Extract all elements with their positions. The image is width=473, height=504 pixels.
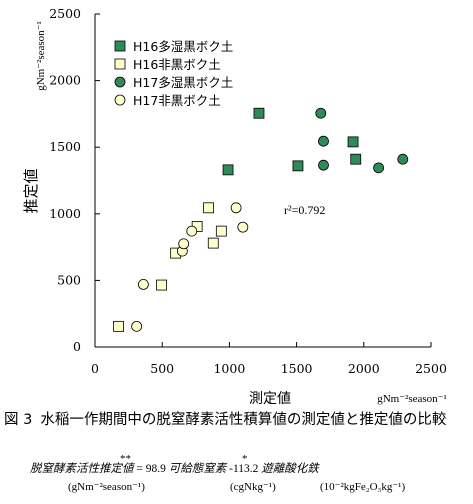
data-point-series-3: [397, 153, 409, 165]
formula-coef-2: -113.2: [226, 463, 262, 475]
y-tick-label: 0: [73, 339, 81, 354]
x-tick-label: 1500: [281, 361, 313, 376]
legend-label-4: H17非黒ボク土: [133, 93, 221, 108]
data-point-series-1: [347, 136, 359, 148]
y-tick-label: 1500: [49, 139, 81, 154]
x-axis-unit: gNm⁻²season⁻¹: [377, 393, 447, 405]
significance-stars-2: *: [242, 453, 248, 465]
formula-coef-1: = 98.9: [133, 463, 169, 475]
data-point-series-3: [318, 159, 329, 171]
y-tick-label: 2500: [49, 6, 81, 21]
r-squared-annotation: r²=0.792: [284, 203, 325, 217]
data-point-series-4: [230, 202, 242, 214]
legend-marker-1: [114, 40, 126, 52]
formula-term-2: 遊離酸化鉄: [261, 463, 319, 475]
legend-label-1: H16多湿黒ボク土: [133, 39, 233, 54]
y-tick-label: 500: [57, 272, 81, 287]
data-point-series-1: [350, 153, 362, 165]
data-point-series-2: [207, 237, 219, 249]
y-axis-label: 推定値: [22, 168, 40, 213]
x-tick-label: 500: [150, 361, 174, 376]
data-point-series-4: [237, 221, 249, 233]
y-tick-label: 2000: [49, 73, 81, 88]
caption-text: 水稲一作期間中の脱窒酵素活性積算値の測定値と推定値の比較: [40, 412, 447, 428]
x-tick-label: 2500: [415, 361, 447, 376]
unit-lhs: (gNm⁻²season⁻¹): [68, 481, 145, 493]
x-tick-label: 0: [91, 361, 99, 376]
regression-formula: ** * 脱窒酵素活性推定値 = 98.9 可給態窒素 -113.2 遊離酸化鉄: [30, 453, 470, 477]
figure-caption: 図 3 水稲一作期間中の脱窒酵素活性積算値の測定値と推定値の比較: [4, 410, 470, 430]
data-point-series-4: [178, 238, 190, 250]
chart-axes: 0 500 1000 1500 2000 2500 0 500 1000 1500 2000 2500: [49, 6, 447, 376]
figure-number: 図 3: [4, 412, 33, 428]
legend-label-2: H16非黒ボク土: [133, 57, 221, 72]
legend-label-3: H17多湿黒ボク土: [133, 75, 233, 90]
unit-term-1: (cgNkg⁻¹): [230, 481, 276, 493]
legend: H16多湿黒ボク土 H16非黒ボク土 H17多湿黒ボク土 H17非黒ボク土: [114, 39, 233, 108]
data-point-series-2: [203, 202, 214, 214]
legend-marker-3: [114, 76, 126, 88]
formula-lhs: 脱窒酵素活性推定値: [30, 463, 134, 475]
y-tick-label: 1000: [49, 206, 81, 221]
significance-stars-1: **: [120, 453, 131, 465]
data-point-series-1: [292, 160, 304, 172]
x-tick-label: 2000: [348, 361, 380, 376]
unit-term-2: (10⁻²kgFe₂O₃kg⁻¹): [320, 481, 406, 493]
data-point-series-4: [131, 320, 143, 332]
data-point-series-3: [318, 135, 329, 147]
x-tick-label: 1000: [213, 361, 245, 376]
data-point-series-4: [186, 225, 198, 237]
x-axis-label: 測定値: [249, 391, 291, 407]
data-point-series-2: [215, 225, 227, 237]
formula-term-1: 可給態窒素: [168, 463, 227, 475]
chart-marks: [113, 107, 409, 332]
y-axis-unit: gNm⁻²season⁻¹: [35, 21, 47, 91]
data-point-series-1: [222, 164, 234, 176]
data-point-series-2: [113, 320, 124, 332]
data-point-series-3: [373, 162, 384, 174]
legend-marker-2: [114, 58, 126, 70]
data-point-series-2: [156, 279, 167, 291]
legend-marker-4: [114, 94, 126, 106]
scatter-chart: 0 500 1000 1500 2000 2500 0 500 1000 1500 2000 2500…: [22, 6, 447, 407]
data-point-series-3: [315, 107, 327, 119]
data-point-series-1: [253, 107, 265, 119]
data-point-series-4: [137, 278, 149, 290]
